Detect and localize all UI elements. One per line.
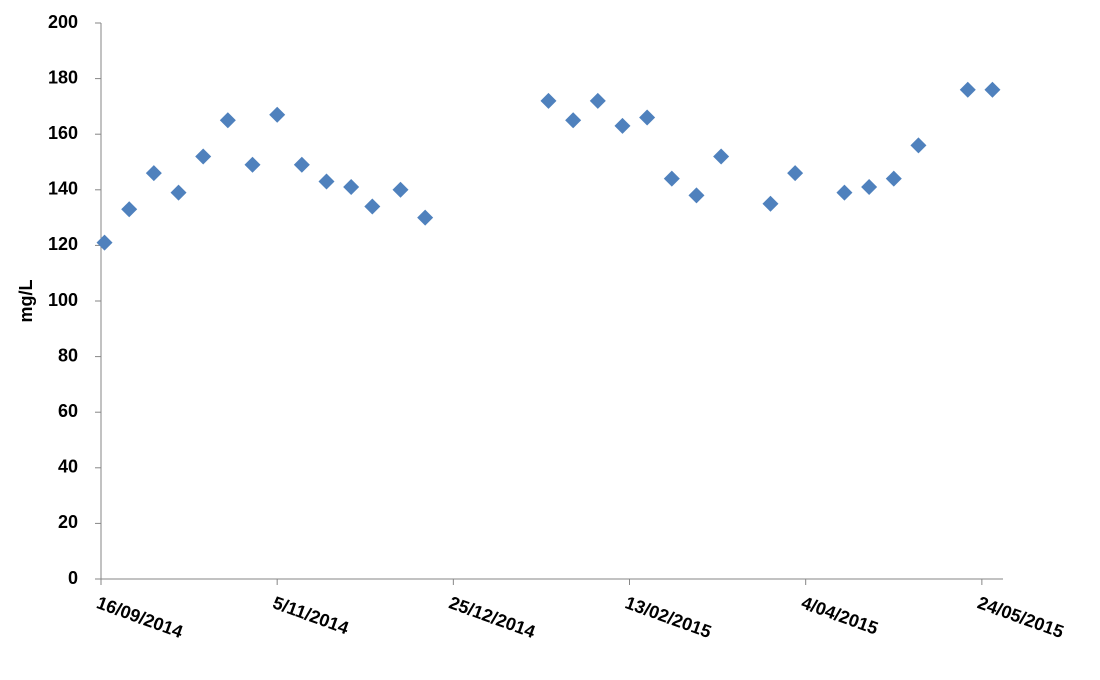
marker [589,92,606,109]
x-tick-label: 16/09/2014 [94,592,186,642]
marker [96,234,113,251]
marker [713,148,730,165]
marker [787,165,804,182]
marker [170,184,187,201]
marker [195,148,212,165]
x-tick-label: 5/11/2014 [270,592,351,638]
marker [885,170,902,187]
x-tick-label: 13/02/2015 [623,592,715,642]
marker [836,184,853,201]
marker [417,209,434,226]
marker [984,81,1001,98]
marker [364,198,381,215]
marker [565,112,582,129]
y-tick-label: 0 [68,568,78,588]
y-axis-label: mg/L [16,279,36,322]
marker [959,81,976,98]
marker [318,173,335,190]
y-tick-label: 160 [48,123,78,143]
x-tick-label: 25/12/2014 [446,592,538,642]
marker [639,109,656,126]
marker [762,195,779,212]
marker [343,179,360,196]
y-tick-label: 40 [58,457,78,477]
y-tick-label: 200 [48,12,78,32]
marker [219,112,236,129]
marker [244,156,261,173]
y-tick-label: 100 [48,290,78,310]
x-tick-label: 24/05/2015 [975,592,1067,642]
y-tick-label: 180 [48,67,78,87]
y-tick-label: 140 [48,179,78,199]
marker [392,181,409,198]
marker [121,201,138,218]
marker [688,187,705,204]
marker [910,137,927,154]
marker [269,106,286,123]
marker [540,92,557,109]
y-tick-label: 60 [58,401,78,421]
y-tick-label: 120 [48,234,78,254]
marker [293,156,310,173]
y-tick-label: 80 [58,345,78,365]
marker [861,179,878,196]
marker [663,170,680,187]
x-tick-label: 4/04/2015 [799,592,881,638]
marker [614,117,631,134]
marker [145,165,162,182]
y-tick-label: 20 [58,512,78,532]
